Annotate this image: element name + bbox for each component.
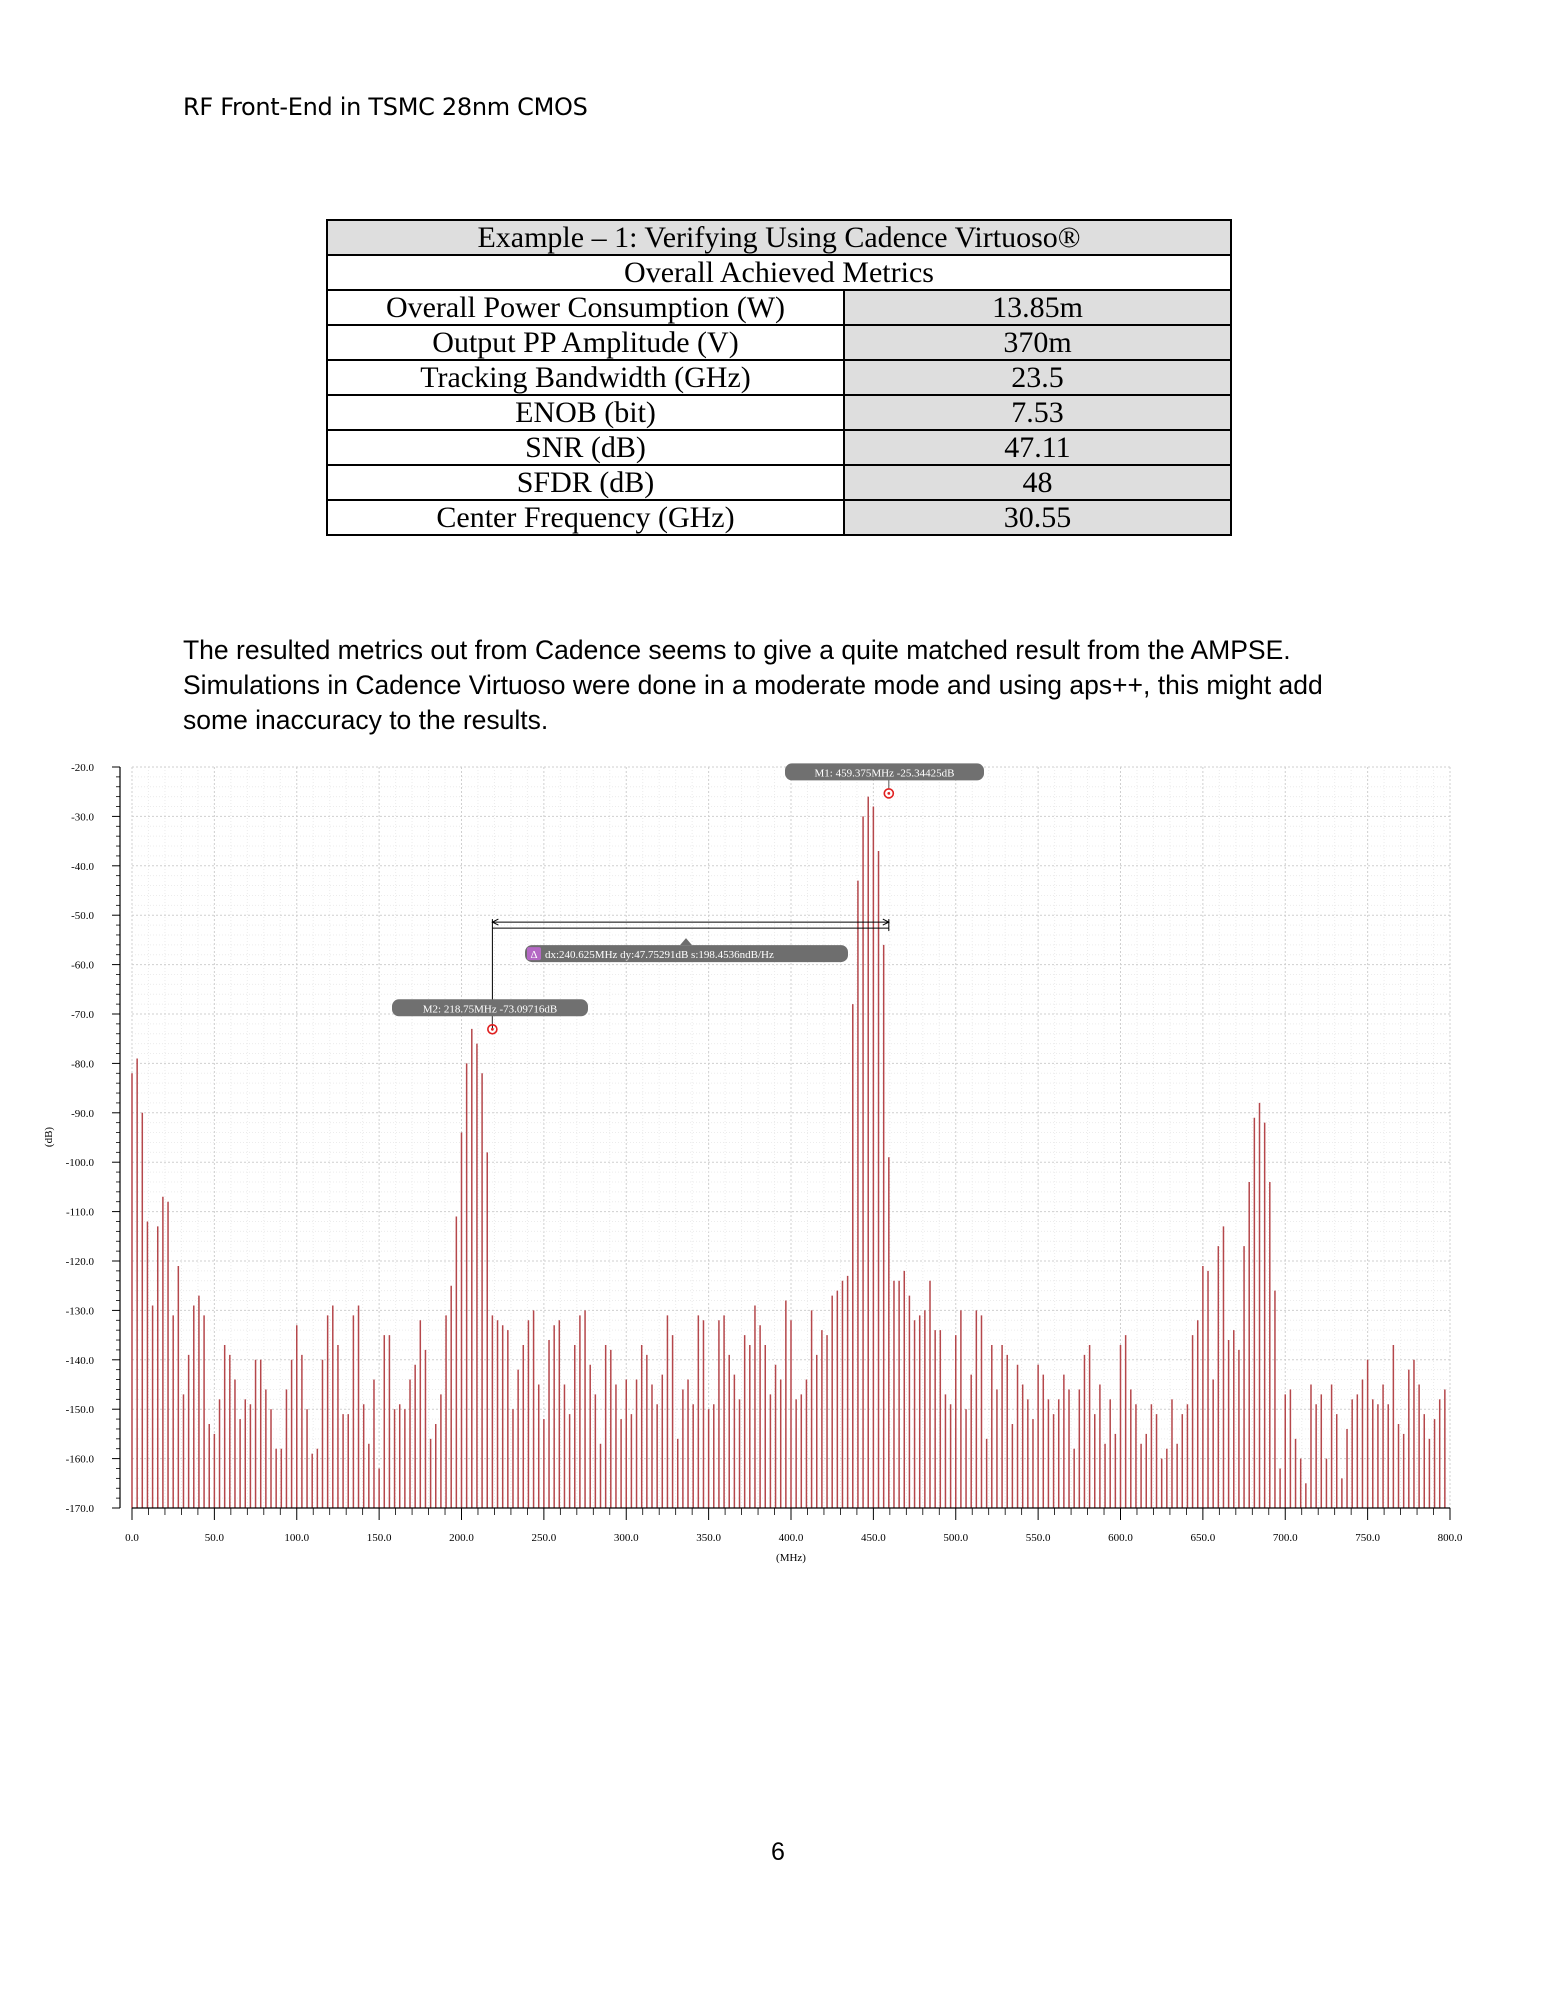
y-tick-label: -70.0 [71,1009,94,1021]
table-row: Output PP Amplitude (V) 370m [326,324,1232,361]
y-tick-label: -170.0 [66,1503,95,1515]
delta-icon: Δ [530,949,537,961]
y-tick-label: -100.0 [66,1157,95,1169]
x-tick-label: 600.0 [1108,1532,1133,1544]
x-tick-label: 800.0 [1438,1532,1463,1544]
delta-label-box [525,945,848,963]
y-axis-label: (dB) [43,1127,55,1148]
row-value: 7.53 [843,394,1232,431]
marker-label-box [785,763,984,781]
x-tick-label: 0.0 [125,1532,139,1544]
x-axis-label: (MHz) [776,1552,806,1564]
y-tick-label: -40.0 [71,861,94,873]
body-paragraph: The resulted metrics out from Cadence se… [183,633,1403,738]
y-tick-label: -20.0 [71,762,94,774]
x-tick-label: 50.0 [205,1532,225,1544]
x-tick-label: 500.0 [943,1532,968,1544]
marker-point-icon [487,1023,498,1035]
marker-label: M2: 218.75MHz -73.09716dB [423,1003,557,1015]
x-tick-label: 100.0 [284,1532,309,1544]
y-tick-label: -150.0 [66,1404,95,1416]
y-tick-label: -90.0 [71,1108,94,1120]
table-subtitle: Overall Achieved Metrics [326,254,1232,291]
row-value: 47.11 [843,429,1232,466]
y-tick-label: -60.0 [71,960,94,972]
page-header: RF Front-End in TSMC 28nm CMOS [183,93,588,121]
paragraph-line: some inaccuracy to the results. [183,705,549,735]
marker-label-box [392,999,588,1017]
table-row: SFDR (dB) 48 [326,464,1232,501]
delta-pointer-icon [680,938,692,946]
marker-point-dot [490,1027,494,1031]
x-tick-label: 400.0 [779,1532,804,1544]
arrowhead-icon [491,918,499,926]
x-tick-label: 200.0 [449,1532,474,1544]
x-tick-label: 550.0 [1026,1532,1051,1544]
chart-bars [131,796,1446,1508]
row-label: Overall Power Consumption (W) [326,289,845,326]
table-title: Example – 1: Verifying Using Cadence Vir… [326,219,1232,256]
row-label: Tracking Bandwidth (GHz) [326,359,845,396]
y-tick-label: -160.0 [66,1454,95,1466]
metrics-table: Example – 1: Verifying Using Cadence Vir… [326,219,1232,536]
row-value: 13.85m [843,289,1232,326]
paragraph-line: Simulations in Cadence Virtuoso were don… [183,670,1323,700]
y-tick-label: -110.0 [66,1207,95,1219]
x-tick-label: 250.0 [532,1532,557,1544]
y-tick-label: -140.0 [66,1355,95,1367]
y-tick-label: -80.0 [71,1058,94,1070]
chart-grid [131,766,1451,1509]
x-tick-label: 150.0 [367,1532,392,1544]
arrowhead-icon [882,918,890,926]
x-tick-label: 350.0 [696,1532,721,1544]
row-value: 370m [843,324,1232,361]
x-tick-label: 450.0 [861,1532,886,1544]
table-row: Tracking Bandwidth (GHz) 23.5 [326,359,1232,396]
table-row: ENOB (bit) 7.53 [326,394,1232,431]
row-label: ENOB (bit) [326,394,845,431]
row-label: SNR (dB) [326,429,845,466]
spectrum-chart: -20.0 -30.0 -40.0 -50.0 -60.0 -70.0 -80.0 -90.0… [43,762,1463,1564]
row-value: 30.55 [843,499,1232,536]
marker-point-icon [883,788,895,799]
y-tick-label: -50.0 [71,910,94,922]
page-number: 6 [771,1838,785,1866]
delta-badge [527,947,541,961]
y-tick-label: -130.0 [66,1305,95,1317]
row-label: Center Frequency (GHz) [326,499,845,536]
chart-ticks: -20.0 -30.0 -40.0 -50.0 -60.0 -70.0 -80.0 -90.0… [66,762,1463,1544]
marker-label: M1: 459.375MHz -25.34425dB [815,767,955,779]
row-value: 48 [843,464,1232,501]
row-value: 23.5 [843,359,1232,396]
y-tick-label: -30.0 [71,811,94,823]
chart-axes [119,767,1450,1509]
y-tick-label: -120.0 [66,1256,95,1268]
table-row: Center Frequency (GHz) 30.55 [326,499,1232,536]
x-tick-label: 700.0 [1273,1532,1298,1544]
marker-point-dot [887,792,891,795]
x-tick-label: 300.0 [614,1532,639,1544]
row-label: Output PP Amplitude (V) [326,324,845,361]
row-label: SFDR (dB) [326,464,845,501]
x-tick-label: 750.0 [1355,1532,1380,1544]
table-row: Overall Power Consumption (W) 13.85m [326,289,1232,326]
x-tick-label: 650.0 [1191,1532,1216,1544]
table-row: SNR (dB) 47.11 [326,429,1232,466]
delta-label: dx:240.625MHz dy:47.75291dB s:198.4536nd… [545,949,774,961]
paragraph-line: The resulted metrics out from Cadence se… [183,635,1291,665]
